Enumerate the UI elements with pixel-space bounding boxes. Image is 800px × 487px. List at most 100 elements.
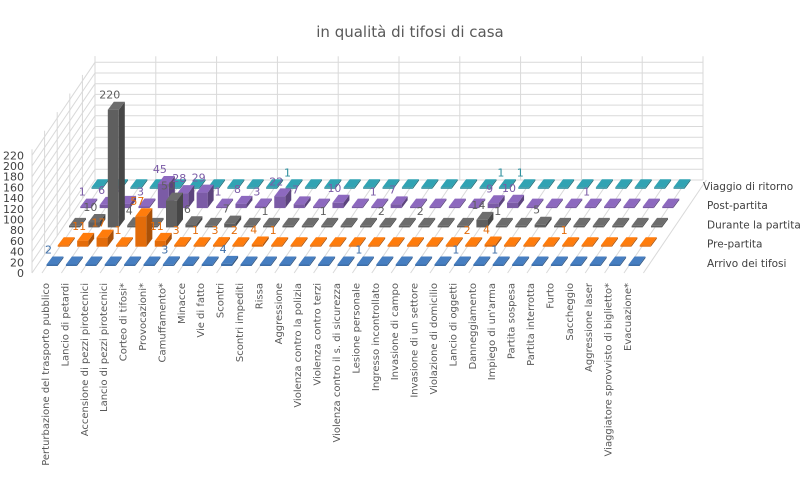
bar-top [554, 217, 571, 226]
bar-side [429, 217, 436, 228]
data-label: 17 [92, 217, 106, 230]
bar [196, 184, 214, 209]
bar-front [149, 187, 161, 189]
data-label: 4 [126, 204, 133, 217]
bar [279, 256, 297, 266]
bar-side [359, 237, 366, 247]
bar-front [99, 204, 111, 209]
bar-side [274, 217, 280, 228]
y-tick-label: 160 [3, 181, 24, 194]
bar [534, 216, 552, 228]
bar-front [612, 225, 624, 228]
side-wall-gridline [31, 147, 96, 242]
bar-top [343, 179, 361, 188]
bar-top [174, 237, 192, 246]
bar-side [157, 217, 164, 228]
x-axis-labels: Perturbazione del trasporto pubblico Lanc… [41, 282, 634, 466]
bar-front [143, 264, 155, 266]
bar [376, 256, 394, 266]
series-label: Arrivo dei tifosi [707, 258, 786, 270]
bar-front [642, 206, 654, 209]
bar-top [274, 188, 292, 197]
data-label: 6 [98, 184, 105, 197]
bar [395, 256, 413, 266]
bar-side [246, 195, 253, 209]
bar-side [615, 198, 622, 209]
bar [512, 256, 530, 266]
data-label: 1 [79, 186, 86, 199]
bar [274, 188, 292, 209]
bar-front [545, 206, 557, 209]
bar-front [185, 224, 197, 228]
y-tick-label: 220 [3, 149, 24, 162]
bar-front [216, 206, 228, 209]
bar-top [515, 217, 533, 226]
bar [495, 217, 513, 228]
bar-top [448, 198, 466, 207]
bar [304, 179, 322, 189]
data-label: 1 [270, 224, 277, 237]
bar [368, 237, 386, 247]
bar [651, 217, 668, 228]
bar-top [457, 217, 474, 226]
bar-top [290, 237, 308, 246]
bar-top [266, 179, 284, 188]
bar-top [193, 237, 211, 246]
bar-side [561, 256, 568, 266]
data-label: 1 [491, 244, 498, 257]
bar-top [212, 237, 230, 246]
bar-front [337, 264, 349, 266]
bar-front [162, 264, 174, 266]
bar [285, 179, 303, 189]
data-label: 3 [173, 224, 180, 237]
bar [573, 217, 591, 228]
category-label: Partita interrotta [526, 283, 537, 366]
bar-top [592, 217, 610, 226]
bar [240, 256, 258, 266]
bar-top [642, 198, 660, 207]
category-label: Invasione di un settore [410, 283, 421, 398]
bar-front [232, 245, 244, 247]
bar [468, 198, 486, 209]
bar [57, 237, 75, 247]
bar-top [301, 217, 319, 226]
y-tick-label: 20 [10, 256, 24, 269]
bar-top [201, 256, 219, 265]
bar-top [240, 256, 258, 265]
bar-top [313, 198, 331, 207]
bar-front [434, 264, 446, 266]
bar-top [545, 198, 563, 207]
bar-front [259, 264, 271, 266]
bar-front [437, 225, 449, 228]
data-label: 2 [417, 205, 424, 218]
bar-top [351, 198, 369, 207]
bar [162, 256, 180, 266]
bar [138, 198, 156, 209]
bar-front [293, 204, 305, 209]
bar-top [565, 198, 583, 207]
bar-side [99, 214, 106, 228]
data-label: 7 [292, 183, 299, 196]
data-label: 28 [172, 172, 186, 185]
bar-top [185, 216, 203, 225]
data-label: 1 [561, 224, 568, 237]
bar [337, 256, 355, 266]
bar-top [573, 217, 591, 226]
bar-front [138, 206, 150, 209]
bar [263, 217, 280, 228]
data-label: 1 [320, 205, 327, 218]
category-label: Vie di fatto [196, 283, 207, 338]
bar-front [550, 264, 562, 266]
bar [104, 256, 122, 266]
bar-side [490, 179, 497, 189]
bar-side [301, 237, 308, 247]
bar [224, 215, 242, 228]
bar [232, 237, 250, 247]
bar-side [57, 256, 64, 266]
bar [453, 256, 471, 266]
bar [227, 179, 245, 189]
bar-front [398, 225, 410, 228]
bar-top [479, 179, 497, 188]
bar-side [232, 255, 239, 266]
bar [221, 255, 239, 266]
